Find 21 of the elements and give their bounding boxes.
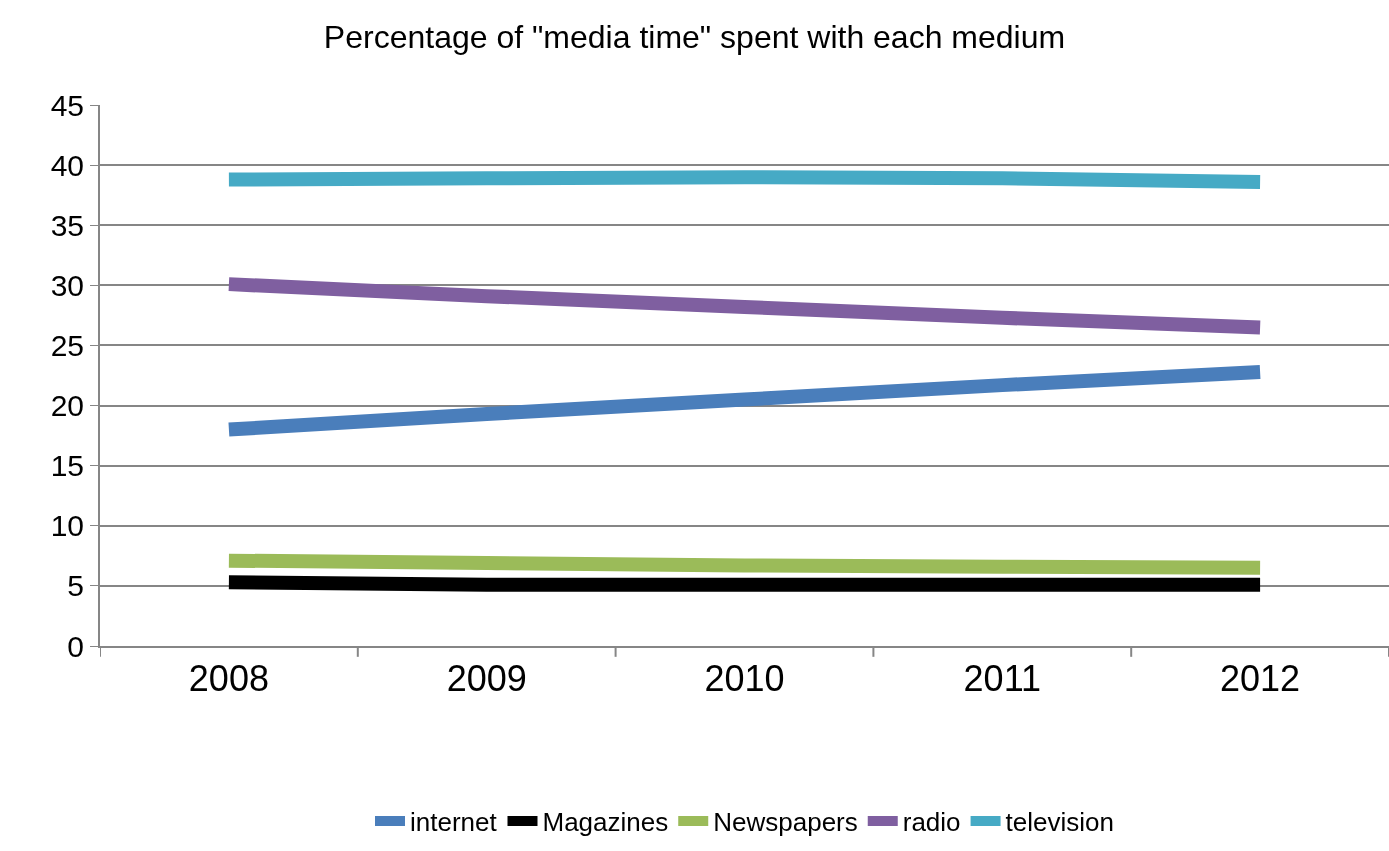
- chart-title: Percentage of "media time" spent with each medium: [323, 18, 1066, 55]
- legend-label: television: [1005, 807, 1114, 838]
- y-tick-label: 20: [50, 389, 84, 423]
- y-tick-label: 5: [67, 569, 84, 603]
- x-tick-label: 2012: [1220, 658, 1301, 700]
- legend-label: internet: [410, 807, 498, 838]
- y-tick-label: 45: [50, 88, 84, 122]
- y-tick-label: 25: [50, 328, 84, 362]
- y-tick-label: 10: [50, 509, 84, 543]
- legend-label: Newspapers: [713, 807, 858, 838]
- x-tick-label: 2008: [188, 658, 269, 700]
- y-tick-label: 30: [50, 268, 84, 302]
- x-tick-label: 2009: [446, 658, 527, 700]
- x-tick-label: 2010: [704, 658, 785, 700]
- y-tick-label: 35: [50, 208, 84, 242]
- y-tick-label: 40: [50, 148, 84, 182]
- legend-label: radio: [902, 807, 961, 838]
- legend-label: Magazines: [542, 807, 669, 838]
- x-tick-label: 2011: [963, 658, 1042, 700]
- y-tick-label: 15: [50, 449, 84, 483]
- y-tick-label: 0: [67, 629, 84, 663]
